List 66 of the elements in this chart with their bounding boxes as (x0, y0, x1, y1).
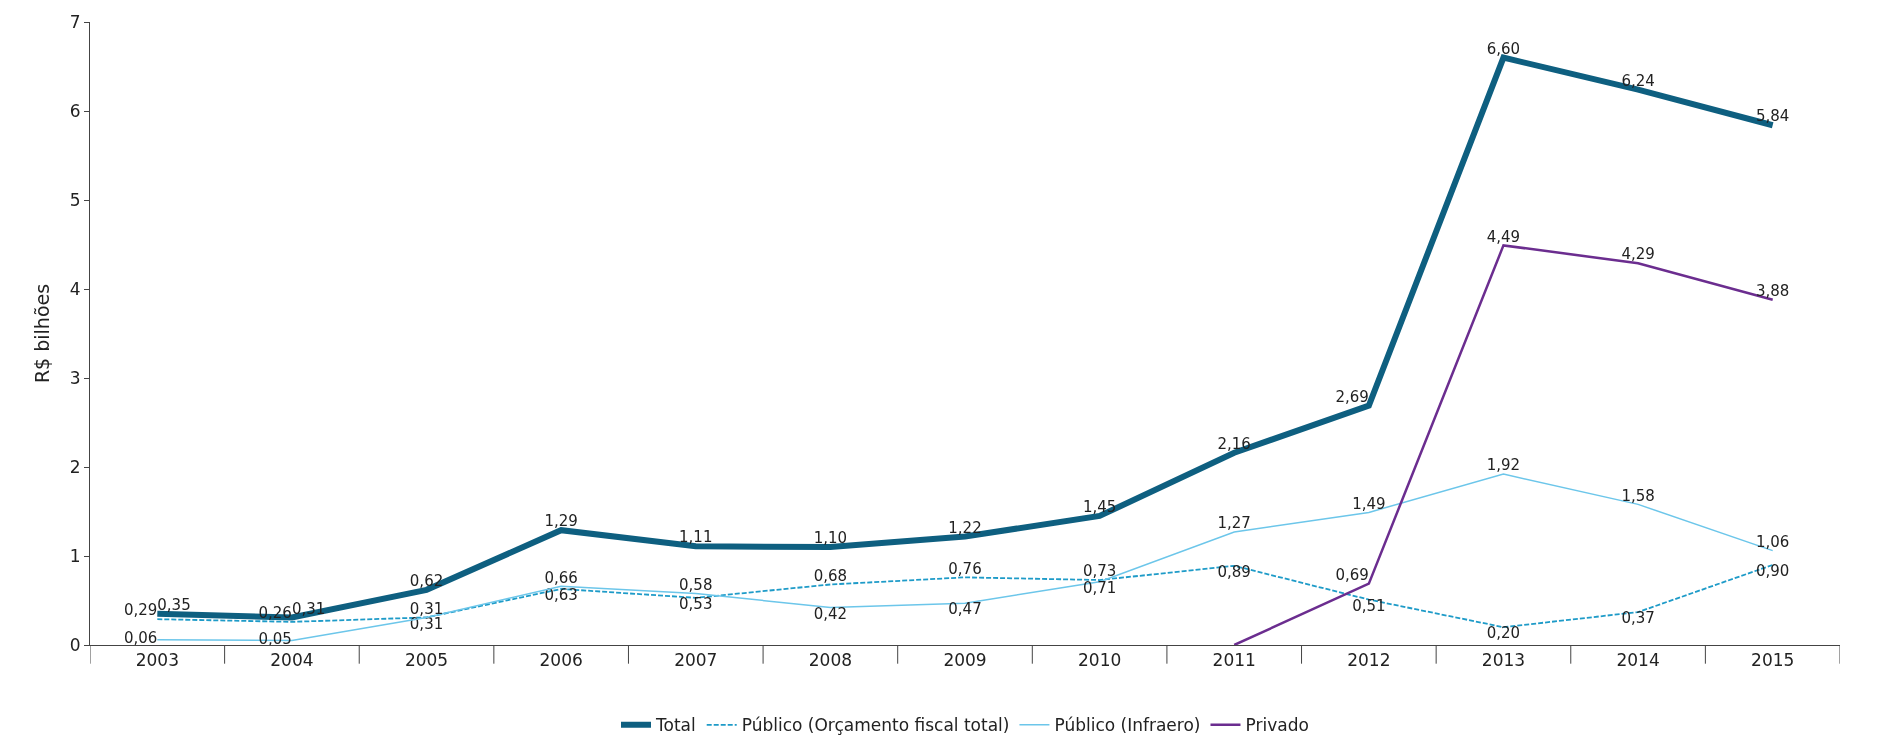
data-label: 5,84 (1755, 107, 1790, 126)
legend-label: Total (655, 715, 696, 736)
data-label: 0,42 (813, 604, 848, 623)
data-label: 1,49 (1352, 494, 1386, 513)
x-tick-label: 2012 (1347, 650, 1391, 671)
data-label: 0,90 (1755, 562, 1790, 581)
data-label: 1,58 (1621, 486, 1655, 505)
y-tick-label: 3 (69, 367, 81, 388)
data-label: 4,29 (1621, 245, 1655, 264)
data-label: 0,71 (1082, 579, 1117, 598)
data-label: 0,47 (948, 600, 982, 619)
data-label: 1,27 (1217, 514, 1251, 533)
data-label: 0,06 (123, 629, 158, 648)
y-tick-label: 4 (69, 278, 81, 299)
x-tick-label: 2005 (404, 650, 449, 671)
x-tick-label: 2010 (1077, 650, 1122, 671)
data-label: 1,92 (1486, 456, 1521, 475)
data-label: 6,60 (1486, 39, 1521, 58)
data-label: 1,10 (813, 529, 848, 548)
y-tick-label: 6 (69, 100, 81, 121)
y-axis-title: R$ bilhões (30, 283, 53, 384)
data-label: 0,62 (409, 572, 444, 591)
data-label: 0,37 (1621, 609, 1655, 628)
legend-label: Público (Infraero) (1054, 715, 1201, 736)
data-label: 1,29 (544, 512, 578, 531)
data-label: 0,53 (679, 595, 713, 614)
data-label: 0,69 (1335, 565, 1369, 584)
x-tick-label: 2007 (674, 650, 718, 671)
x-tick-label: 2006 (539, 650, 583, 671)
x-tick-label: 2009 (943, 650, 987, 671)
x-tick-label: 2014 (1616, 650, 1660, 671)
data-label: 1,22 (948, 518, 982, 537)
data-label: 0,63 (544, 586, 578, 605)
data-label: 0,26 (258, 604, 292, 623)
data-label: 1,11 (679, 528, 713, 547)
data-label: 1,06 (1755, 532, 1790, 551)
data-label: 0,73 (1082, 562, 1117, 581)
x-tick-label: 2008 (808, 650, 853, 671)
x-tick-label: 2011 (1212, 650, 1256, 671)
legend-label: Privado (1245, 715, 1309, 736)
y-tick-label: 5 (69, 189, 81, 210)
data-label: 0,31 (409, 599, 444, 618)
data-label: 0,68 (813, 566, 848, 585)
data-label: 0,58 (679, 575, 713, 594)
data-label: 0,89 (1217, 563, 1251, 582)
x-tick-label: 2015 (1751, 650, 1795, 671)
y-tick-label: 7 (69, 11, 81, 32)
x-tick-label: 2004 (270, 650, 314, 671)
y-tick-label: 1 (69, 545, 81, 566)
data-label: 0,29 (123, 601, 158, 620)
data-label: 0,35 (157, 596, 191, 615)
data-label: 0,76 (948, 559, 982, 578)
data-label: 0,51 (1352, 596, 1386, 615)
data-label: 0,20 (1486, 624, 1521, 643)
y-tick-label: 2 (69, 456, 81, 477)
data-label: 1,45 (1082, 498, 1117, 517)
x-tick-label: 2013 (1481, 650, 1526, 671)
data-label: 2,69 (1335, 387, 1369, 406)
x-tick-label: 2003 (135, 650, 179, 671)
data-label: 3,88 (1755, 281, 1790, 300)
data-label: 4,49 (1486, 227, 1521, 246)
data-label: 2,16 (1217, 435, 1251, 454)
data-label: 6,24 (1621, 71, 1655, 90)
legend-label: Público (Orçamento fiscal total) (741, 715, 1010, 736)
y-tick-label: 0 (69, 634, 81, 655)
data-label: 0,66 (544, 568, 578, 587)
